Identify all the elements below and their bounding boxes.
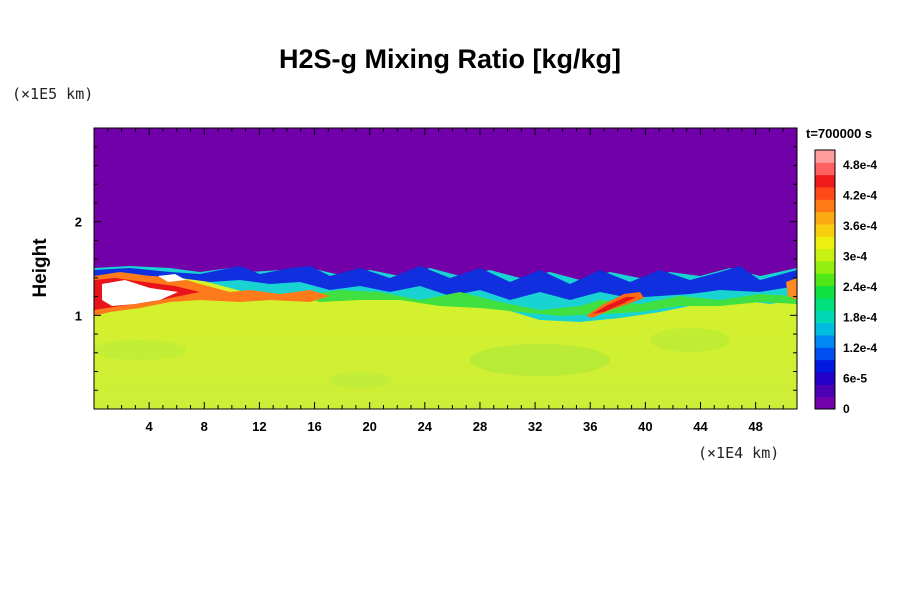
time-label: t=700000 s — [806, 126, 873, 141]
colorbar-segment — [815, 187, 835, 200]
x-tick-label: 48 — [748, 419, 762, 434]
colorbar-segment — [815, 359, 835, 373]
colorbar-segment — [815, 372, 835, 385]
x-tick-label: 12 — [252, 419, 266, 434]
plot-area — [94, 128, 797, 409]
colorbar-segment — [815, 261, 835, 274]
colorbar-tick-label: 3.6e-4 — [843, 219, 877, 233]
lower-swirl-1 — [470, 344, 610, 376]
colorbar-segment — [815, 174, 835, 188]
colorbar-segment — [815, 396, 835, 410]
x-axis-scale-note: (×1E4 km) — [698, 444, 780, 462]
colorbar-tick-label: 1.8e-4 — [843, 311, 877, 325]
x-axis-ticks: 4 8 12 16 20 24 28 32 36 40 44 48 — [107, 128, 784, 434]
colorbar-segment — [815, 384, 835, 398]
x-tick-label: 4 — [146, 419, 154, 434]
colorbar-segment — [815, 298, 835, 311]
x-tick-label: 24 — [418, 419, 433, 434]
right-edge-warm-patch — [786, 278, 797, 300]
colorbar-frame — [814, 149, 836, 410]
x-tick-label: 28 — [473, 419, 487, 434]
high-concentration-pocket-left — [94, 272, 330, 316]
colorbar-segment — [815, 150, 835, 163]
colorbar-tick-label: 3e-4 — [843, 250, 867, 264]
colorbar-segment — [815, 199, 835, 213]
colorbar-tick-label: 0 — [843, 402, 850, 416]
colorbar-segment — [815, 224, 835, 237]
colorbar-segment — [815, 335, 835, 348]
chart-title: H2S-g Mixing Ratio [kg/kg] — [278, 44, 621, 74]
colorbar-segment — [815, 310, 835, 324]
x-tick-label: 20 — [362, 419, 376, 434]
lower-layer-region — [94, 268, 797, 409]
y-tick-label: 2 — [75, 215, 82, 230]
x-tick-label: 8 — [201, 419, 208, 434]
y-axis-scale-note: (×1E5 km) — [12, 85, 94, 103]
interface-green-band — [300, 290, 797, 316]
colorbar-segment — [815, 248, 835, 262]
x-tick-label: 44 — [693, 419, 708, 434]
colorbar-tick-label: 4.8e-4 — [843, 158, 877, 172]
y-tick-label: 1 — [75, 308, 82, 323]
y-axis-ticks: 12 — [75, 146, 797, 391]
colorbar-segment — [815, 347, 835, 361]
colorbar-segment — [815, 236, 835, 250]
interface-blue-band — [94, 266, 797, 300]
x-tick-label: 36 — [583, 419, 597, 434]
colorbar-tick-label: 4.2e-4 — [843, 189, 877, 203]
colorbar: 0 6e-5 1.2e-4 1.8e-4 2.4e-4 3e-4 3.6e-4 4.2e-4 4… — [814, 149, 877, 416]
colorbar-segment — [815, 273, 835, 287]
x-tick-label: 16 — [307, 419, 321, 434]
colorbar-tick-label: 6e-5 — [843, 372, 867, 386]
plot-frame — [93, 127, 798, 410]
lower-swirl-3 — [650, 328, 730, 352]
colorbar-segment — [815, 211, 835, 225]
white-core-left-upper — [158, 274, 186, 282]
colorbar-segment — [815, 322, 835, 336]
lower-swirl-4 — [330, 372, 390, 388]
white-core-left — [102, 280, 178, 306]
colorbar-tick-label: 1.2e-4 — [843, 341, 877, 355]
colorbar-tick-label: 2.4e-4 — [843, 280, 877, 294]
lower-swirl-2 — [94, 340, 186, 360]
x-tick-label: 32 — [528, 419, 542, 434]
x-tick-label: 40 — [638, 419, 652, 434]
red-core-filament — [592, 297, 636, 314]
colorbar-segment — [815, 285, 835, 299]
colorbar-segment — [815, 162, 835, 176]
